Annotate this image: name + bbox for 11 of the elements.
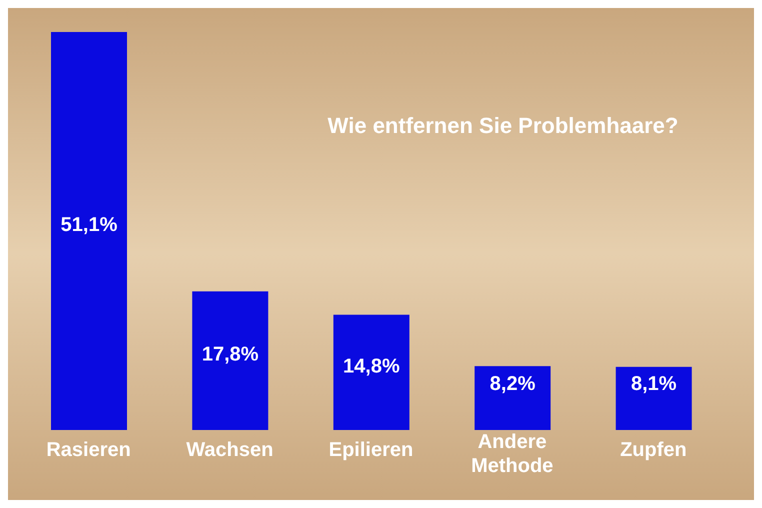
data-label: 8,1%	[631, 373, 677, 395]
x-tick-label: Zupfen	[620, 439, 687, 461]
x-tick-label: Wachsen	[186, 439, 274, 461]
x-tick-label: Andere Methode	[471, 431, 554, 477]
x-tick-label: Rasieren	[46, 439, 131, 461]
data-label: 17,8%	[202, 344, 259, 366]
text: Wie entfernen Sie Problemhaare?	[326, 113, 680, 139]
data-label: 8,2%	[490, 373, 536, 395]
data-label: 51,1%	[60, 214, 118, 236]
x-tick-label: Epilieren	[328, 439, 414, 461]
data-label: 14,8%	[343, 355, 400, 378]
